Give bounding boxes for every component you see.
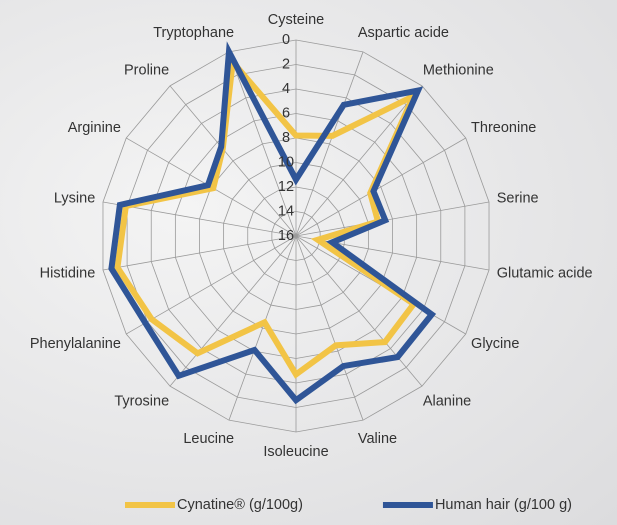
- category-label: Serine: [497, 190, 539, 206]
- category-label: Alanine: [423, 393, 471, 409]
- spoke: [296, 86, 422, 236]
- category-label: Threonine: [471, 120, 536, 136]
- category-label: Aspartic acide: [358, 25, 449, 41]
- page: 0 2 4 6 8 10 12 14 16 Cysteine Aspartic acide Methi…: [0, 0, 617, 525]
- category-label: Phenylalanine: [30, 336, 121, 352]
- r-tick-label: 14: [278, 203, 294, 219]
- r-tick-label: 8: [282, 130, 290, 146]
- category-label: Cysteine: [268, 12, 324, 28]
- category-label: Isoleucine: [263, 444, 328, 460]
- r-tick-label: 10: [278, 154, 294, 170]
- category-label: Glutamic acide: [497, 265, 593, 281]
- r-tick-label: 16: [278, 228, 294, 244]
- r-tick-label: 12: [278, 179, 294, 195]
- r-tick-label: 4: [282, 81, 290, 97]
- category-label: Tryptophane: [153, 25, 234, 41]
- category-label: Arginine: [68, 120, 121, 136]
- category-label: Leucine: [183, 431, 234, 447]
- category-label: Lysine: [54, 190, 95, 206]
- r-tick-label: 6: [282, 105, 290, 121]
- legend-label: Cynatine® (g/100g): [177, 497, 303, 513]
- spoke: [170, 236, 296, 386]
- category-label: Glycine: [471, 336, 519, 352]
- spoke: [296, 52, 363, 236]
- legend-label: Human hair (g/100 g): [435, 497, 572, 513]
- category-label: Methionine: [423, 62, 494, 78]
- r-tick-label: 2: [282, 56, 290, 72]
- category-label: Histidine: [40, 265, 96, 281]
- category-label: Valine: [358, 431, 397, 447]
- r-tick-label: 0: [282, 32, 290, 48]
- category-label: Proline: [124, 62, 169, 78]
- category-label: Tyrosine: [114, 393, 169, 409]
- chart: 0 2 4 6 8 10 12 14 16 Cysteine Aspartic acide Methi…: [0, 0, 617, 525]
